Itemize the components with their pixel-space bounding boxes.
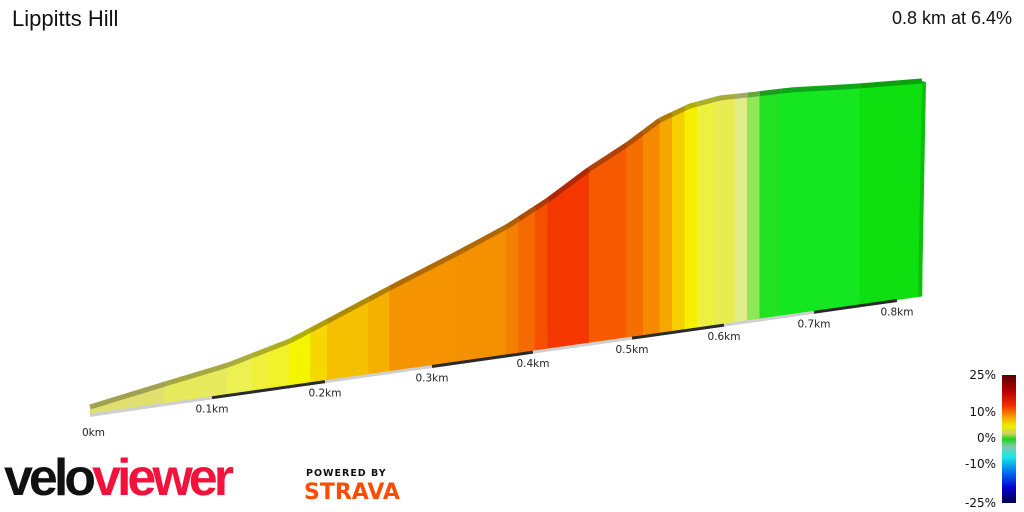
distance-band xyxy=(813,299,898,314)
x-tick-label: 0.5km xyxy=(615,344,648,356)
distance-band xyxy=(89,396,213,417)
ridge-segment xyxy=(658,111,674,123)
ridge-segment xyxy=(325,297,370,324)
gradient-segment xyxy=(672,109,686,332)
distance-axis: 0km 0.1km 0.2km 0.3km 0.4km 0.5km 0.6km 0.7km 0.… xyxy=(82,299,914,439)
ridge-segment xyxy=(780,83,860,94)
ridge-segment xyxy=(164,362,229,387)
gradient-segment xyxy=(684,105,698,330)
gradient-segment xyxy=(859,82,923,306)
ridge-segment xyxy=(625,130,645,147)
ridge-segment xyxy=(683,101,699,111)
gradient-segment xyxy=(713,98,736,326)
ridge-segment xyxy=(641,118,662,135)
ridge-segment xyxy=(226,353,254,368)
ridge-shading xyxy=(89,78,923,410)
gradient-segment xyxy=(780,87,860,317)
x-tick-label: 0km xyxy=(82,427,105,439)
veloviewer-logo[interactable]: veloviewer xyxy=(4,449,234,507)
gradient-segment xyxy=(518,209,536,354)
logo-velo: velo xyxy=(4,449,96,507)
gradient-legend: 25% 10% 0% -10% -25% xyxy=(965,368,1016,510)
distance-band xyxy=(631,323,725,340)
powered-by-label: POWERED BY xyxy=(306,468,387,479)
ridge-segment xyxy=(859,78,923,89)
ridge-segment xyxy=(671,106,686,117)
gradient-segment xyxy=(746,95,761,322)
legend-label: -10% xyxy=(965,457,996,471)
ridge-segment xyxy=(454,224,508,257)
distance-band xyxy=(211,380,326,400)
profile-end-cap xyxy=(918,81,926,297)
ridge-segment xyxy=(533,198,549,211)
ridge-segment xyxy=(89,381,166,410)
ridge-segment xyxy=(713,93,736,103)
ridge-segment xyxy=(587,142,628,172)
gradient-segment xyxy=(626,133,644,339)
gradient-segment xyxy=(505,220,519,356)
x-tick-label: 0.4km xyxy=(516,358,549,370)
ridge-segment xyxy=(504,217,520,230)
strava-logo[interactable]: STRAVA xyxy=(304,480,400,505)
gradient-segment xyxy=(368,289,390,375)
gradient-segment xyxy=(642,121,661,336)
legend-label: 25% xyxy=(969,368,996,382)
ridge-segment xyxy=(288,328,312,344)
ridge-segment xyxy=(388,251,458,291)
ridge-segment xyxy=(267,338,291,352)
ridge-segment xyxy=(251,346,270,358)
x-tick-label: 0.6km xyxy=(707,331,740,343)
gradient-segment xyxy=(759,92,781,320)
distance-band xyxy=(324,365,433,384)
x-tick-label: 0.8km xyxy=(880,307,913,319)
ridge-segment xyxy=(367,286,391,302)
legend-label: 10% xyxy=(969,405,996,419)
ridge-segment xyxy=(517,206,537,222)
gradient-segment xyxy=(534,201,548,352)
ridge-segment xyxy=(309,319,329,333)
x-tick-label: 0.1km xyxy=(195,404,228,416)
logo-viewer: viewer xyxy=(92,449,234,507)
x-tick-label: 0.2km xyxy=(308,388,341,400)
distance-band xyxy=(723,310,815,327)
gradient-segment xyxy=(697,101,715,329)
ridge-segment xyxy=(746,91,761,98)
ridge-segment xyxy=(734,92,748,99)
ridge-segment xyxy=(546,167,591,203)
gradient-segment xyxy=(310,322,328,384)
x-tick-label: 0.3km xyxy=(415,373,448,385)
legend-colorbar xyxy=(1002,375,1016,503)
legend-label: 0% xyxy=(977,431,996,445)
segment-title: Lippitts Hill xyxy=(12,6,119,31)
legend-label: -25% xyxy=(965,496,996,510)
distance-band xyxy=(532,336,633,354)
distance-band xyxy=(431,350,534,368)
x-tick-label: 0.7km xyxy=(797,318,830,330)
gradient-segment xyxy=(588,146,627,344)
gradient-segments xyxy=(89,81,926,415)
ridge-segment xyxy=(759,88,781,97)
segment-summary: 0.8 km at 6.4% xyxy=(891,8,1012,28)
gradient-segment xyxy=(659,115,673,334)
gradient-segment xyxy=(734,96,748,323)
ridge-segment xyxy=(696,97,715,107)
